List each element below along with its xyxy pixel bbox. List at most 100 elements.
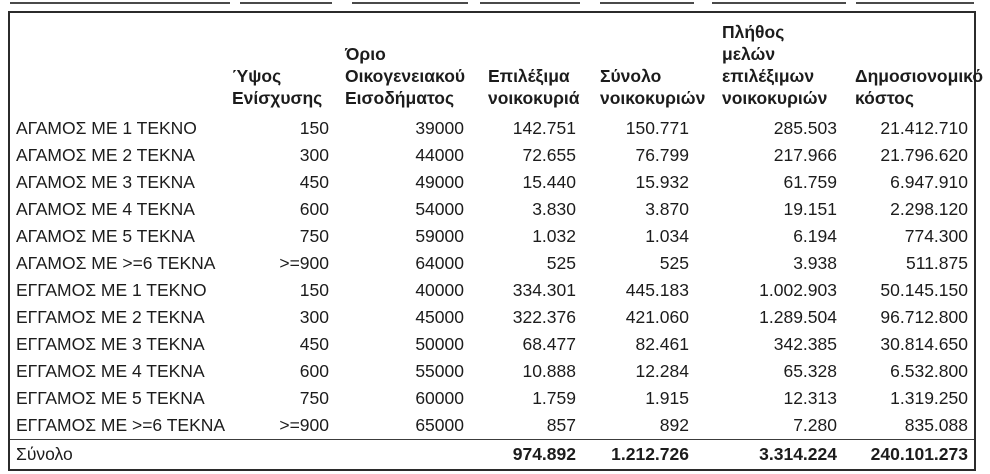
cell-family-income-limit: 45000 — [415, 307, 464, 327]
cell-eligible-households: 10.888 — [522, 361, 576, 381]
cell-total-households: 12.284 — [635, 361, 689, 381]
cell-fiscal-cost: 1.319.250 — [890, 388, 968, 408]
column-header-family-income-limit: Όριο Οικογενειακού Εισοδήματος — [345, 44, 466, 108]
cell-family-income-limit: 39000 — [415, 118, 464, 138]
cell-members-of-eligible-households: 7.280 — [793, 415, 837, 435]
table-header: Ύψος Ενίσχυσης Όριο Οικογενειακού Εισοδήμ… — [9, 12, 984, 115]
cell-fiscal-cost: 511.875 — [906, 253, 968, 273]
column-header-eligible-households: Επιλέξιμα νοικοκυριά — [488, 66, 580, 108]
row-label: ΑΓΑΜΟΣ ΜΕ 5 ΤΕΚΝΑ — [16, 226, 195, 246]
cell-fiscal-cost: 2.298.120 — [890, 199, 968, 219]
cell-aid-amount — [231, 439, 344, 470]
cell-eligible-households: 857 — [546, 415, 576, 435]
table-row: ΑΓΑΜΟΣ ΜΕ 3 ΤΕΚΝΑ 450 49000 15.440 15.932 61.… — [9, 169, 975, 196]
cell-members-of-eligible-households: 12.313 — [783, 388, 837, 408]
cell-eligible-households: 142.751 — [512, 118, 576, 138]
cell-members-of-eligible-households: 65.328 — [783, 361, 837, 381]
row-label: ΕΓΓΑΜΟΣ ΜΕ 1 ΤΕΚΝΟ — [16, 280, 207, 300]
cell-members-of-eligible-households: 1.289.504 — [759, 307, 837, 327]
table-row: ΕΓΓΑΜΟΣ ΜΕ 4 ΤΕΚΝΑ 600 55000 10.888 12.284 65… — [9, 358, 975, 385]
crop-artifact-line — [480, 2, 580, 4]
table-row: ΕΓΓΑΜΟΣ ΜΕ 2 ΤΕΚΝΑ 300 45000 322.376 421.060… — [9, 304, 975, 331]
table-row: ΑΓΑΜΟΣ ΜΕ 2 ΤΕΚΝΑ 300 44000 72.655 76.799 217… — [9, 142, 975, 169]
cell-fiscal-cost: 835.088 — [904, 415, 968, 435]
cell-fiscal-cost: 21.796.620 — [880, 145, 968, 165]
cell-members-of-eligible-households: 342.385 — [773, 334, 837, 354]
cell-members-of-eligible-households: 61.759 — [783, 172, 837, 192]
crop-artifact-line — [352, 2, 468, 4]
cell-family-income-limit: 40000 — [415, 280, 464, 300]
cell-members-of-eligible-households: 217.966 — [773, 145, 837, 165]
cell-total-households: 15.932 — [635, 172, 689, 192]
row-label: ΕΓΓΑΜΟΣ ΜΕ >=6 ΤΕΚΝΑ — [16, 415, 226, 435]
table-row: ΑΓΑΜΟΣ ΜΕ 1 ΤΕΚΝΟ 150 39000 142.751 150.771 2… — [9, 115, 975, 142]
column-header-aid-amount: Ύψος Ενίσχυσης — [232, 66, 323, 108]
column-header-fiscal-cost: Δημοσιονομικό κόστος — [855, 66, 984, 108]
cell-total-households: 892 — [659, 415, 689, 435]
cell-family-income-limit: 54000 — [415, 199, 464, 219]
cell-aid-amount: 300 — [299, 307, 329, 327]
cell-eligible-households: 72.655 — [522, 145, 576, 165]
cell-fiscal-cost: 774.300 — [904, 226, 968, 246]
cell-members-of-eligible-households: 1.002.903 — [759, 280, 837, 300]
table-row: ΕΓΓΑΜΟΣ ΜΕ >=6 ΤΕΚΝΑ >=900 65000 857 892 7.28… — [9, 412, 975, 440]
column-header-total-households: Σύνολο νοικοκυριών — [600, 66, 706, 108]
row-label: ΑΓΑΜΟΣ ΜΕ 2 ΤΕΚΝΑ — [16, 145, 195, 165]
cell-family-income-limit: 65000 — [415, 415, 464, 435]
cell-family-income-limit: 59000 — [415, 226, 464, 246]
cell-eligible-households: 322.376 — [512, 307, 576, 327]
cell-total-households: 76.799 — [635, 145, 689, 165]
cell-fiscal-cost: 21.412.710 — [880, 118, 968, 138]
cell-eligible-households: 3.830 — [532, 199, 576, 219]
cell-family-income-limit: 55000 — [415, 361, 464, 381]
cell-total-households: 82.461 — [635, 334, 689, 354]
cell-eligible-households: 334.301 — [512, 280, 576, 300]
row-label: Σύνολο — [9, 439, 231, 470]
column-header-members-of-eligible-households: Πλήθος μελών επιλέξιμων νοικοκυριών — [722, 22, 828, 108]
row-label: ΕΓΓΑΜΟΣ ΜΕ 2 ΤΕΚΝΑ — [16, 307, 205, 327]
cell-aid-amount: 150 — [299, 118, 329, 138]
cell-total-households: 1.915 — [645, 388, 689, 408]
cell-aid-amount: 300 — [299, 145, 329, 165]
cell-aid-amount: >=900 — [279, 415, 329, 435]
cell-fiscal-cost: 50.145.150 — [880, 280, 968, 300]
row-label: ΑΓΑΜΟΣ ΜΕ 1 ΤΕΚΝΟ — [16, 118, 197, 138]
cell-eligible-households: 68.477 — [522, 334, 576, 354]
table-row: ΑΓΑΜΟΣ ΜΕ >=6 ΤΕΚΝΑ >=900 64000 525 525 3.938… — [9, 250, 975, 277]
crop-artifact-line — [10, 2, 230, 4]
row-label: ΑΓΑΜΟΣ ΜΕ >=6 ΤΕΚΝΑ — [16, 253, 216, 273]
column-header-category — [9, 12, 231, 115]
table-row: ΕΓΓΑΜΟΣ ΜΕ 5 ΤΕΚΝΑ 750 60000 1.759 1.915 12.3… — [9, 385, 975, 412]
cell-family-income-limit: 49000 — [415, 172, 464, 192]
cell-total-households: 445.183 — [625, 280, 689, 300]
cell-total-households: 1.212.726 — [599, 439, 721, 470]
cell-members-of-eligible-households: 3.938 — [793, 253, 837, 273]
cell-family-income-limit: 44000 — [415, 145, 464, 165]
crop-artifact-line — [240, 2, 332, 4]
cell-aid-amount: 150 — [299, 280, 329, 300]
cell-family-income-limit: 50000 — [415, 334, 464, 354]
cell-fiscal-cost: 30.814.650 — [880, 334, 968, 354]
table-row: ΕΓΓΑΜΟΣ ΜΕ 1 ΤΕΚΝΟ 150 40000 334.301 445.183… — [9, 277, 975, 304]
cell-eligible-households: 974.892 — [487, 439, 599, 470]
total-row: Σύνολο 974.892 1.212.726 3.314.224 240.101.2… — [9, 439, 975, 470]
cell-family-income-limit: 60000 — [415, 388, 464, 408]
cell-eligible-households: 1.759 — [532, 388, 576, 408]
cell-total-households: 525 — [659, 253, 689, 273]
row-label: ΑΓΑΜΟΣ ΜΕ 3 ΤΕΚΝΑ — [16, 172, 195, 192]
table-row: ΕΓΓΑΜΟΣ ΜΕ 3 ΤΕΚΝΑ 450 50000 68.477 82.461 34… — [9, 331, 975, 358]
cell-eligible-households: 1.032 — [532, 226, 576, 246]
cell-family-income-limit — [344, 439, 487, 470]
crop-artifact-line — [856, 2, 974, 4]
header-row: Ύψος Ενίσχυσης Όριο Οικογενειακού Εισοδήμ… — [9, 12, 984, 115]
crop-artifact-line — [600, 2, 694, 4]
table-row: ΑΓΑΜΟΣ ΜΕ 5 ΤΕΚΝΑ 750 59000 1.032 1.034 6.194… — [9, 223, 975, 250]
cell-total-households: 3.870 — [645, 199, 689, 219]
row-label: ΑΓΑΜΟΣ ΜΕ 4 ΤΕΚΝΑ — [16, 199, 195, 219]
cell-aid-amount: >=900 — [279, 253, 329, 273]
cell-family-income-limit: 64000 — [415, 253, 464, 273]
cell-aid-amount: 450 — [299, 334, 329, 354]
cell-total-households: 1.034 — [645, 226, 689, 246]
cell-eligible-households: 525 — [546, 253, 576, 273]
row-label: ΕΓΓΑΜΟΣ ΜΕ 4 ΤΕΚΝΑ — [16, 361, 205, 381]
